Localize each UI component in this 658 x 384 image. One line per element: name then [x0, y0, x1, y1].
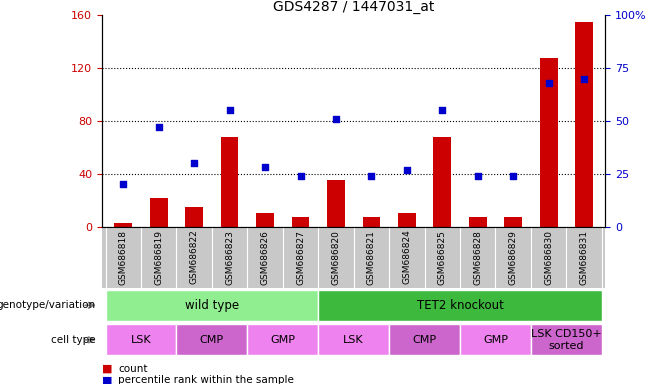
- Text: LSK: LSK: [343, 335, 364, 345]
- Point: [118, 181, 128, 187]
- Bar: [575, 22, 593, 227]
- Text: CMP: CMP: [413, 335, 437, 345]
- Bar: [176, 324, 247, 356]
- Text: percentile rank within the sample: percentile rank within the sample: [118, 375, 294, 384]
- Title: GDS4287 / 1447031_at: GDS4287 / 1447031_at: [273, 0, 434, 14]
- Bar: [469, 217, 487, 227]
- Text: GSM686825: GSM686825: [438, 230, 447, 285]
- Text: GMP: GMP: [483, 335, 508, 345]
- Text: GSM686827: GSM686827: [296, 230, 305, 285]
- Text: LSK CD150+
sorted: LSK CD150+ sorted: [531, 329, 602, 351]
- Point: [331, 116, 342, 122]
- Text: TET2 knockout: TET2 knockout: [417, 299, 503, 312]
- Text: wild type: wild type: [185, 299, 239, 312]
- Text: GSM686820: GSM686820: [332, 230, 340, 285]
- Bar: [291, 217, 309, 227]
- Text: genotype/variation: genotype/variation: [0, 300, 95, 310]
- Point: [224, 107, 235, 114]
- Bar: [318, 324, 389, 356]
- Bar: [540, 58, 557, 227]
- Point: [401, 167, 412, 173]
- Text: GSM686824: GSM686824: [402, 230, 411, 285]
- Point: [437, 107, 447, 114]
- Text: cell type: cell type: [51, 335, 95, 345]
- Text: count: count: [118, 364, 148, 374]
- Bar: [398, 214, 416, 227]
- Point: [260, 164, 270, 170]
- Text: LSK: LSK: [131, 335, 151, 345]
- Text: CMP: CMP: [200, 335, 224, 345]
- Text: GSM686818: GSM686818: [118, 230, 128, 285]
- Bar: [434, 137, 451, 227]
- Point: [366, 173, 376, 179]
- Bar: [220, 137, 238, 227]
- Bar: [105, 324, 176, 356]
- Text: GSM686821: GSM686821: [367, 230, 376, 285]
- Bar: [460, 324, 531, 356]
- Text: ■: ■: [102, 375, 113, 384]
- Bar: [318, 290, 602, 321]
- Text: GSM686823: GSM686823: [225, 230, 234, 285]
- Bar: [363, 217, 380, 227]
- Point: [544, 80, 554, 86]
- Text: GSM686831: GSM686831: [580, 230, 589, 285]
- Bar: [256, 214, 274, 227]
- Text: GMP: GMP: [270, 335, 295, 345]
- Bar: [531, 324, 602, 356]
- Text: GSM686828: GSM686828: [473, 230, 482, 285]
- Bar: [504, 217, 522, 227]
- Bar: [327, 180, 345, 227]
- Bar: [389, 324, 460, 356]
- Bar: [105, 290, 318, 321]
- Text: ■: ■: [102, 364, 113, 374]
- Point: [579, 76, 590, 82]
- Point: [153, 124, 164, 131]
- Text: GSM686826: GSM686826: [261, 230, 270, 285]
- Text: GSM686829: GSM686829: [509, 230, 518, 285]
- Bar: [150, 197, 168, 227]
- Bar: [247, 324, 318, 356]
- Point: [189, 160, 199, 166]
- Bar: [186, 207, 203, 227]
- Point: [295, 173, 306, 179]
- Text: GSM686819: GSM686819: [154, 230, 163, 285]
- Point: [508, 173, 519, 179]
- Text: GSM686830: GSM686830: [544, 230, 553, 285]
- Text: GSM686822: GSM686822: [190, 230, 199, 285]
- Bar: [114, 223, 132, 227]
- Point: [472, 173, 483, 179]
